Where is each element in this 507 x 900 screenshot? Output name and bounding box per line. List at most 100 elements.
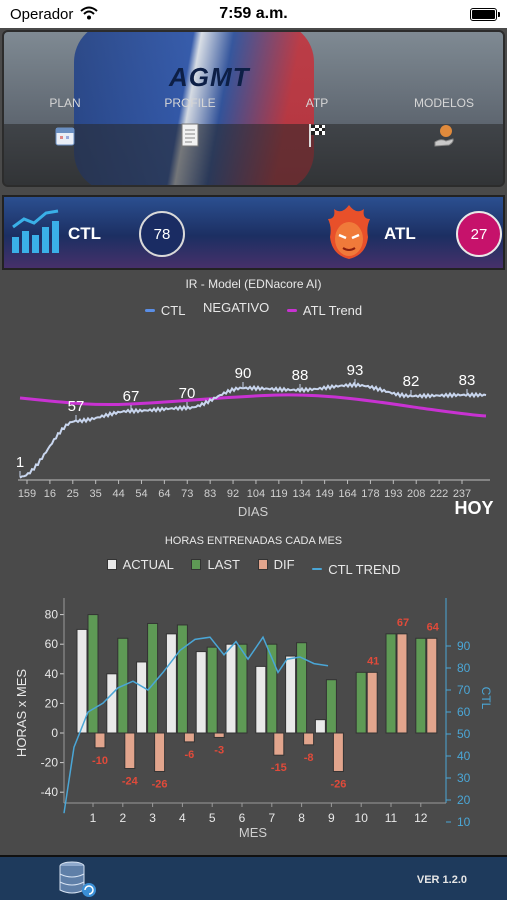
- x-tick-label: 237: [453, 488, 471, 500]
- x-tick-label: 9: [328, 811, 335, 825]
- fire-face-icon: [328, 205, 370, 259]
- carrier-label: Operador: [10, 6, 74, 23]
- bar-last: [147, 622, 159, 734]
- bar-dif: [366, 671, 378, 734]
- y-tick-label: 0: [51, 726, 58, 740]
- y-axis-label: HORAS x MES: [14, 669, 29, 757]
- y2-tick-label: 50: [457, 727, 471, 741]
- y2-tick-label: 60: [457, 705, 471, 719]
- battery-icon: [470, 8, 500, 21]
- nav-atp-label: ATP: [305, 96, 329, 110]
- wifi-icon: [80, 6, 98, 20]
- x-tick-label: 222: [430, 488, 448, 500]
- y-tick-label: 80: [45, 608, 59, 622]
- x-tick-label: 54: [135, 488, 147, 500]
- legend-negativo: NEGATIVO: [203, 300, 270, 315]
- x-tick-label: 73: [181, 488, 193, 500]
- kpi-banner: CTL 78 ATL 27: [2, 195, 505, 270]
- bar-actual: [106, 673, 118, 734]
- bar-dif: [426, 637, 438, 734]
- chart1-legend: CTL NEGATIVO ATL Trend: [0, 300, 507, 318]
- dif-label: -26: [330, 778, 346, 790]
- legend-atl-trend: ATL Trend: [286, 303, 362, 318]
- y2-tick-label: 90: [457, 639, 471, 653]
- bar-last: [355, 671, 367, 734]
- nav-profile[interactable]: PROFILE: [135, 96, 245, 148]
- flag-icon: [309, 124, 325, 147]
- atl-value: 27: [470, 225, 488, 243]
- nav-bar: [4, 124, 503, 185]
- status-bar: Operador 7:59 a.m.: [0, 0, 507, 28]
- bar-dif: [183, 732, 195, 743]
- bar-dif: [154, 732, 166, 772]
- ctl-value-badge: 78: [139, 211, 185, 257]
- x-tick-label: 8: [298, 811, 305, 825]
- y2-axis-label: CTL: [479, 687, 493, 710]
- ctl-label: CTL: [68, 224, 102, 243]
- x-tick-label: 178: [361, 488, 379, 500]
- y2-tick-label: 10: [457, 815, 471, 829]
- database-sync-icon[interactable]: [56, 860, 100, 900]
- chart1-title: IR - Model (EDNacore AI): [185, 277, 322, 291]
- y-axis-ticks: 80 60 40 20 0 -20 -40 90 80 70 60 50 40 30 20 10: [41, 598, 471, 829]
- x-tick-label: 25: [67, 488, 79, 500]
- dif-label: -10: [92, 755, 108, 767]
- dif-label: -24: [122, 776, 139, 788]
- ctl-line: [19, 381, 487, 479]
- x-tick-label: 83: [204, 488, 216, 500]
- y-tick-label: -20: [41, 756, 59, 770]
- ctl-point-label: 70: [179, 385, 196, 402]
- bars: -10 -24 -26 -6 -3 -15 -8 -26 41 67 64: [76, 614, 440, 790]
- x-tick-labels: 159 16 25 35 44 54 64 73 83 92 104 119 134 149 164 178 1…: [18, 480, 471, 500]
- x-tick-label: 119: [270, 488, 288, 500]
- dif-label: 67: [397, 617, 409, 629]
- x-tick-label: 134: [293, 488, 311, 500]
- x-axis-label: MES: [239, 825, 268, 840]
- x-tick-label: 11: [385, 811, 398, 825]
- atl-trend-line: [19, 393, 487, 418]
- bar-last: [87, 614, 99, 734]
- bar-last: [296, 642, 308, 734]
- chart2-legend: ACTUAL LAST DIF CTL TREND: [0, 557, 507, 577]
- bar-dif: [273, 732, 285, 756]
- y2-tick-label: 20: [457, 793, 471, 807]
- legend-ctl-trend: CTL TREND: [312, 562, 400, 577]
- bar-dif: [303, 732, 315, 746]
- bar-last: [206, 646, 218, 734]
- x-tick-label: 149: [315, 488, 333, 500]
- bar-actual: [195, 651, 207, 734]
- dif-label: -26: [152, 778, 168, 790]
- bar-dif: [124, 732, 136, 770]
- clock: 7:59 a.m.: [219, 5, 288, 22]
- x-tick-label: 12: [414, 811, 428, 825]
- bar-actual: [225, 643, 237, 734]
- bar-dif: [94, 732, 106, 749]
- bar-actual: [314, 719, 326, 734]
- x-tick-label: 7: [268, 811, 275, 825]
- ctl-trend-line: [63, 635, 329, 814]
- y2-tick-label: 70: [457, 683, 471, 697]
- x-tick-label: 1: [90, 811, 97, 825]
- dif-label: -6: [185, 749, 195, 761]
- nav-atp[interactable]: ATP: [262, 96, 372, 148]
- y2-tick-label: 30: [457, 771, 471, 785]
- dif-label: -3: [214, 744, 224, 756]
- y2-tick-label: 80: [457, 661, 471, 675]
- bar-last: [266, 643, 278, 734]
- nav-modelos[interactable]: MODELOS: [389, 96, 499, 148]
- version-label: VER 1.2.0: [416, 874, 467, 886]
- bar-dif: [396, 633, 408, 734]
- nav-plan[interactable]: PLAN: [10, 96, 120, 148]
- bar-last: [325, 679, 337, 734]
- x-tick-label: 16: [44, 488, 56, 500]
- x-tick-label: 159: [18, 488, 36, 500]
- ctl-point-label: 82: [403, 373, 420, 390]
- jersey-brand: AGMT: [169, 62, 250, 92]
- bar-last: [415, 637, 427, 734]
- legend-actual: ACTUAL: [106, 557, 174, 572]
- nav-modelos-label: MODELOS: [413, 96, 474, 110]
- ctl-point-label: 1: [16, 454, 24, 471]
- bar-actual: [136, 661, 148, 734]
- ctl-point-label: 90: [235, 365, 252, 382]
- x-axis-label: DIAS: [238, 504, 269, 519]
